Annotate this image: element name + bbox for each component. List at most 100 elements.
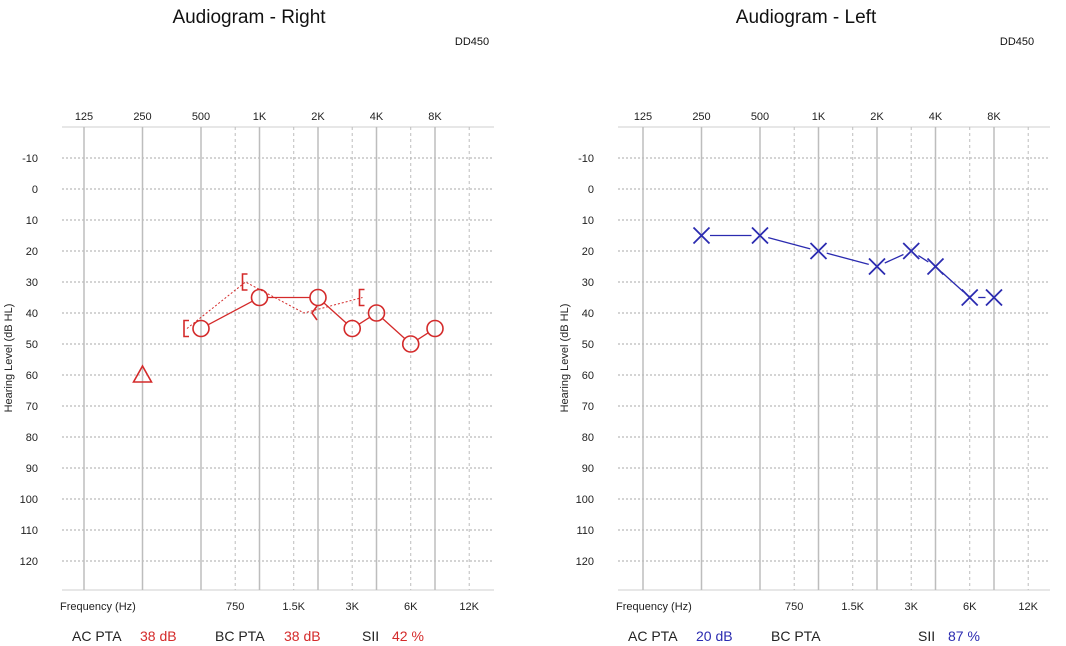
series-connector-line bbox=[941, 271, 964, 293]
x-top-tick-label: 125 bbox=[75, 111, 93, 123]
summary-value: 42 % bbox=[392, 628, 424, 644]
summary-value: 38 dB bbox=[284, 628, 321, 644]
transducer-label: DD450 bbox=[1000, 36, 1034, 48]
series-connector-line bbox=[884, 253, 904, 264]
x-top-tick-label: 4K bbox=[370, 111, 384, 123]
series-connector-line bbox=[768, 237, 811, 250]
audiogram-panel-left: Audiogram - Left DD450 -10 0 10 20 30 40 50 60 70 8… bbox=[559, 7, 1050, 644]
x-bottom-tick-label: 3K bbox=[904, 601, 918, 613]
series-ac-circle bbox=[192, 288, 444, 353]
y-tick-label: 30 bbox=[582, 277, 594, 289]
x-top-tick-label: 2K bbox=[311, 111, 325, 123]
data-point-x bbox=[692, 226, 711, 245]
y-tick-label: 100 bbox=[576, 494, 594, 506]
series-bc-masked-bracket bbox=[183, 273, 365, 338]
data-point-x bbox=[809, 242, 828, 260]
y-tick-label: 90 bbox=[582, 463, 594, 475]
y-axis-label: Hearing Level (dB HL) bbox=[559, 304, 571, 413]
data-point-x bbox=[926, 257, 945, 276]
x-top-tick-label: 125 bbox=[634, 111, 652, 123]
y-tick-label: 70 bbox=[26, 401, 38, 413]
summary-label: BC PTA bbox=[215, 628, 265, 644]
series-connector-line bbox=[918, 255, 929, 263]
summary-value: 38 dB bbox=[140, 628, 177, 644]
y-tick-label: 10 bbox=[26, 215, 38, 227]
y-tick-label: 0 bbox=[588, 184, 594, 196]
summary-label: SII bbox=[918, 628, 935, 644]
y-tick-label: 50 bbox=[582, 339, 594, 351]
series-connector-line bbox=[826, 252, 869, 265]
x-top-tick-label: 500 bbox=[751, 111, 769, 123]
x-bottom-tick-label: 750 bbox=[226, 601, 244, 613]
summary-label: SII bbox=[362, 628, 379, 644]
x-top-tick-label: 250 bbox=[692, 111, 710, 123]
data-point-bracket bbox=[358, 288, 365, 307]
y-tick-label: 30 bbox=[26, 277, 38, 289]
y-tick-label: 50 bbox=[26, 339, 38, 351]
summary-label: AC PTA bbox=[628, 628, 678, 644]
y-tick-label: 120 bbox=[20, 556, 38, 568]
y-tick-label: 40 bbox=[26, 308, 38, 320]
x-bottom-tick-label: 12K bbox=[459, 601, 479, 613]
chart-title: Audiogram - Left bbox=[736, 7, 877, 28]
data-point-x bbox=[868, 257, 886, 276]
y-tick-label: -10 bbox=[22, 153, 38, 165]
x-bottom-tick-label: 12K bbox=[1018, 601, 1038, 613]
y-tick-label: 80 bbox=[582, 432, 594, 444]
data-point-x bbox=[751, 226, 769, 245]
y-tick-label: 70 bbox=[582, 401, 594, 413]
series-connector-line bbox=[417, 332, 429, 340]
y-tick-label: 120 bbox=[576, 556, 594, 568]
data-point-triangle bbox=[132, 364, 153, 383]
x-bottom-tick-label: 1.5K bbox=[282, 601, 305, 613]
x-bottom-tick-label: 3K bbox=[345, 601, 359, 613]
data-point-circle bbox=[426, 319, 444, 338]
data-point-caret bbox=[311, 305, 318, 321]
series-ac-masked-triangle bbox=[132, 364, 153, 383]
summary-value: 87 % bbox=[948, 628, 980, 644]
x-bottom-tick-label: 750 bbox=[785, 601, 803, 613]
data-point-x bbox=[902, 242, 920, 260]
series-connector-line bbox=[208, 300, 253, 326]
x-top-tick-label: 500 bbox=[192, 111, 210, 123]
x-top-tick-label: 2K bbox=[870, 111, 884, 123]
y-tick-label: 20 bbox=[582, 246, 594, 258]
x-top-tick-label: 8K bbox=[428, 111, 442, 123]
x-bottom-tick-label: 6K bbox=[404, 601, 418, 613]
x-axis-label: Frequency (Hz) bbox=[60, 601, 136, 613]
data-point-circle bbox=[192, 319, 210, 338]
data-point-circle bbox=[309, 288, 327, 307]
y-axis-label: Hearing Level (dB HL) bbox=[3, 304, 15, 413]
x-top-tick-label: 4K bbox=[929, 111, 943, 123]
x-axis-label: Frequency (Hz) bbox=[616, 601, 692, 613]
transducer-label: DD450 bbox=[455, 36, 489, 48]
data-point-circle bbox=[343, 319, 362, 338]
data-point-circle bbox=[401, 335, 420, 353]
y-tick-label: 0 bbox=[32, 184, 38, 196]
y-tick-label: 60 bbox=[26, 370, 38, 382]
data-point-circle bbox=[367, 304, 386, 322]
x-top-tick-label: 1K bbox=[253, 111, 267, 123]
x-top-tick-label: 250 bbox=[133, 111, 151, 123]
y-tick-label: 10 bbox=[582, 215, 594, 227]
x-top-tick-label: 1K bbox=[812, 111, 826, 123]
y-tick-label: 100 bbox=[20, 494, 38, 506]
y-tick-label: -10 bbox=[578, 153, 594, 165]
y-tick-label: 90 bbox=[26, 463, 38, 475]
y-tick-label: 80 bbox=[26, 432, 38, 444]
x-bottom-tick-label: 1.5K bbox=[841, 601, 864, 613]
data-point-x bbox=[985, 288, 1003, 307]
data-point-bracket bbox=[183, 319, 189, 338]
x-bottom-tick-label: 6K bbox=[963, 601, 977, 613]
data-point-x bbox=[961, 288, 979, 307]
y-tick-label: 60 bbox=[582, 370, 594, 382]
bc-connector-line bbox=[186, 281, 363, 329]
summary-value: 20 dB bbox=[696, 628, 733, 644]
audiogram-panel-right: Audiogram - Right DD450 -10 0 10 20 30 40 50 60 70… bbox=[3, 7, 494, 644]
y-tick-label: 110 bbox=[20, 525, 38, 537]
series-ac-x bbox=[692, 226, 1003, 307]
series-bc-unmasked-caret bbox=[311, 305, 318, 321]
data-point-circle bbox=[250, 288, 269, 307]
data-point-bracket bbox=[241, 273, 248, 291]
